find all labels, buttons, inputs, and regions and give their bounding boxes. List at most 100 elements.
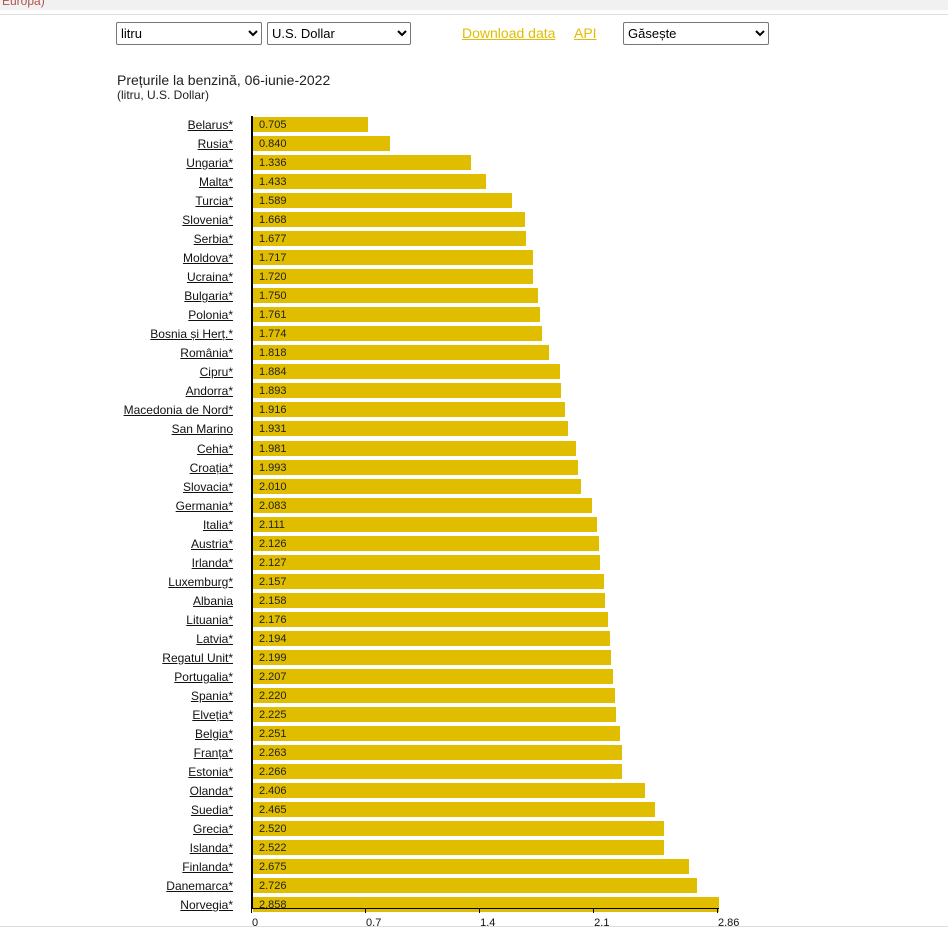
bar: 2.858 (253, 897, 719, 913)
country-link[interactable]: Bulgaria* (184, 289, 233, 304)
bar: 2.726 (253, 878, 698, 894)
bar-value-label: 1.668 (259, 214, 287, 227)
bar: 1.761 (253, 307, 540, 323)
bar: 1.677 (253, 231, 527, 247)
bar-value-label: 1.893 (259, 385, 287, 398)
country-link[interactable]: Polonia* (188, 308, 233, 323)
bar-value-label: 2.176 (259, 613, 287, 626)
bar: 2.266 (253, 764, 623, 780)
x-tick-label: 0 (252, 917, 259, 929)
bar-value-label: 1.761 (259, 309, 287, 322)
country-link[interactable]: Cehia* (196, 441, 233, 456)
country-link[interactable]: Bosnia și Herț.* (150, 327, 233, 342)
bar: 1.668 (253, 212, 525, 228)
bar-value-label: 2.520 (259, 823, 287, 836)
country-link[interactable]: Lituania* (186, 612, 233, 627)
country-link[interactable]: Andorra* (185, 384, 233, 399)
bar-value-label: 2.127 (259, 556, 287, 569)
x-tick-label: 1.4 (480, 917, 496, 929)
country-link[interactable]: România* (180, 346, 233, 361)
bar: 1.818 (253, 345, 550, 361)
y-axis (251, 116, 253, 909)
bar-value-label: 1.750 (259, 290, 287, 303)
country-link[interactable]: Norvegia* (180, 898, 233, 913)
country-link[interactable]: Serbia* (193, 232, 233, 247)
bar-value-label: 0.705 (259, 119, 287, 131)
country-link[interactable]: Grecia* (192, 822, 233, 837)
bar-value-label: 1.916 (259, 404, 287, 417)
country-link[interactable]: Islanda* (189, 841, 233, 856)
country-link[interactable]: Italia* (202, 517, 233, 532)
bar-value-label: 2.111 (259, 518, 285, 531)
country-link[interactable]: Germania* (175, 498, 233, 513)
x-axis (251, 908, 719, 909)
country-link[interactable]: Slovacia* (182, 479, 233, 494)
download-data-link[interactable]: Download data (462, 25, 556, 41)
bar-value-label: 2.858 (259, 899, 287, 912)
x-tick (251, 908, 252, 913)
country-link[interactable]: Elveția* (192, 707, 233, 722)
country-link[interactable]: Rusia* (197, 137, 233, 152)
bar: 2.010 (253, 478, 581, 494)
find-country-select[interactable]: Găsește (623, 22, 769, 45)
country-link[interactable]: Olanda* (189, 784, 233, 799)
divider (0, 926, 948, 927)
country-link[interactable]: Albania (192, 593, 233, 608)
country-link[interactable]: Slovenia* (182, 213, 233, 228)
bar: 2.220 (253, 687, 615, 703)
country-link[interactable]: Austria* (190, 536, 233, 551)
unit-select[interactable]: litru (116, 22, 262, 45)
country-link[interactable]: Turcia* (195, 194, 233, 209)
country-link[interactable]: Irlanda* (191, 555, 233, 570)
currency-select[interactable]: U.S. Dollar (267, 22, 411, 45)
country-link[interactable]: Latvia* (196, 631, 233, 646)
country-link[interactable]: Ungaria* (186, 156, 233, 171)
bar-value-label: 1.677 (259, 233, 287, 246)
bar: 2.406 (253, 783, 646, 799)
country-link[interactable]: Danemarca* (166, 879, 233, 894)
country-link[interactable]: Malta* (198, 175, 233, 190)
bar: 2.263 (253, 744, 622, 760)
bar: 1.993 (253, 459, 578, 475)
bar-value-label: 1.774 (259, 328, 287, 341)
bar: 2.176 (253, 611, 608, 627)
bar-value-label: 2.158 (259, 594, 287, 607)
bar-value-label: 2.083 (259, 499, 287, 512)
bar: 1.720 (253, 269, 534, 285)
country-link[interactable]: Moldova* (182, 251, 233, 266)
bar: 1.916 (253, 402, 566, 418)
country-link[interactable]: Ucraina* (186, 270, 233, 285)
country-link[interactable]: Belgia* (194, 726, 233, 741)
bar: 1.893 (253, 383, 562, 399)
country-link[interactable]: Macedonia de Nord* (123, 403, 233, 418)
country-link[interactable]: Regatul Unit* (162, 650, 233, 665)
chart-subtitle: (litru, U.S. Dollar) (117, 88, 210, 102)
api-link[interactable]: API (574, 25, 597, 41)
country-link[interactable]: Belarus* (187, 118, 233, 132)
country-link[interactable]: Franța* (193, 745, 233, 760)
bar-value-label: 2.263 (259, 746, 287, 759)
country-link[interactable]: Cipru* (199, 365, 233, 380)
bar: 0.705 (253, 117, 368, 132)
divider (0, 14, 948, 15)
bar: 2.126 (253, 535, 600, 551)
bar-value-label: 1.589 (259, 195, 287, 208)
bar-value-label: 2.220 (259, 689, 287, 702)
x-tick (593, 908, 595, 913)
x-tick-label: 2.1 (594, 917, 610, 929)
country-link[interactable]: Portugalia* (174, 669, 233, 684)
bar: 2.157 (253, 573, 605, 589)
top-strip-text: Europa) (2, 0, 45, 8)
country-link[interactable]: Suedia* (190, 803, 233, 818)
country-link[interactable]: Finlanda* (182, 860, 233, 875)
bar: 2.465 (253, 802, 655, 818)
bar-value-label: 2.675 (259, 861, 287, 874)
bar-value-label: 2.726 (259, 880, 287, 893)
bar: 1.750 (253, 288, 539, 304)
country-link[interactable]: Estonia* (188, 765, 233, 780)
country-link[interactable]: Luxemburg* (168, 574, 233, 589)
bar-value-label: 2.522 (259, 842, 287, 855)
country-link[interactable]: Croația* (189, 460, 233, 475)
country-link[interactable]: Spania* (190, 688, 233, 703)
country-link[interactable]: San Marino (171, 422, 233, 437)
